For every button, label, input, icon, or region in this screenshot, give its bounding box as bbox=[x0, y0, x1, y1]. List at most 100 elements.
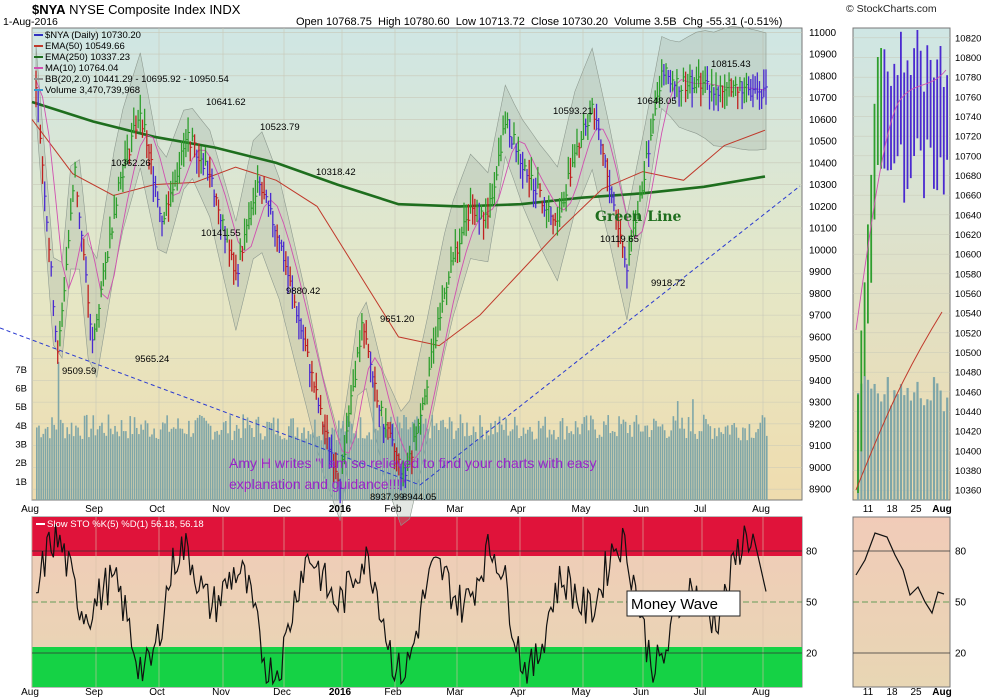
volume-bar bbox=[470, 435, 473, 500]
volume-bar bbox=[742, 427, 744, 500]
inset-volume-bar bbox=[873, 383, 876, 500]
volume-bar bbox=[46, 427, 49, 500]
inset-tick-label: 10780 bbox=[955, 73, 981, 84]
volume-bar bbox=[487, 435, 490, 500]
volume-bar bbox=[55, 429, 58, 500]
volume-bar bbox=[433, 425, 436, 500]
volume-bar bbox=[648, 437, 651, 500]
volume-bar bbox=[653, 418, 655, 500]
close-value: 10730.20 bbox=[562, 16, 609, 28]
axes: 8900 9000 9100 9200 9300 9400 9500 9600 9700 9800… bbox=[15, 28, 981, 698]
volume-bar bbox=[196, 417, 199, 500]
volume-bar bbox=[381, 416, 384, 500]
volume-bar bbox=[72, 436, 75, 500]
volume-bar bbox=[53, 424, 55, 500]
open-value: 10768.75 bbox=[325, 16, 372, 28]
volume-bar bbox=[748, 424, 751, 500]
inset-volume-bar bbox=[886, 377, 889, 500]
volume-bar bbox=[702, 414, 705, 500]
volume-bar bbox=[544, 416, 546, 500]
volume-bar bbox=[392, 422, 394, 500]
volume-bar bbox=[707, 424, 709, 500]
price-label: 9651.20 bbox=[380, 314, 414, 325]
volume-bar bbox=[579, 434, 581, 500]
volume-bar bbox=[424, 418, 427, 500]
volume-bar bbox=[279, 435, 281, 500]
price-tick-label: 10300 bbox=[809, 180, 837, 191]
volume-bars bbox=[36, 361, 768, 500]
volume-bar bbox=[85, 414, 88, 500]
volume-bar bbox=[490, 423, 492, 500]
inset-tick-label: 10440 bbox=[955, 407, 981, 418]
volume-bar bbox=[116, 431, 118, 500]
volume-bar bbox=[40, 437, 42, 500]
inset-tick-label: 10700 bbox=[955, 151, 981, 162]
volume-bar bbox=[570, 431, 573, 500]
volume-bar bbox=[744, 428, 746, 500]
volume-bar bbox=[666, 437, 668, 500]
inset-volume-bar bbox=[880, 401, 883, 500]
volume-bar bbox=[90, 428, 92, 500]
inset-tick-label: 10620 bbox=[955, 230, 981, 241]
volume-bar bbox=[257, 416, 260, 500]
volume-bar bbox=[109, 428, 112, 500]
volume-bar bbox=[361, 438, 364, 500]
volume-bar bbox=[259, 433, 262, 500]
inset-volume-bar bbox=[903, 395, 906, 500]
legend-item: $NYA (Daily) 10730.20 bbox=[34, 30, 229, 41]
volume-bar bbox=[301, 432, 303, 500]
volume-bar bbox=[759, 422, 762, 500]
price-tick-label: 10700 bbox=[809, 93, 837, 104]
trendlines bbox=[0, 185, 801, 486]
price-tick-label: 10800 bbox=[809, 71, 837, 82]
volume-bar bbox=[157, 439, 160, 500]
volume-bar bbox=[220, 429, 223, 500]
volume-bar bbox=[431, 414, 434, 500]
volume-tick-label: 2B bbox=[15, 458, 27, 469]
volume-bar bbox=[581, 423, 583, 500]
volume-bar bbox=[603, 421, 605, 500]
volume-bar bbox=[477, 439, 479, 500]
bollinger-band-area bbox=[35, 26, 767, 526]
volume-bar bbox=[481, 426, 483, 500]
volume-bar bbox=[222, 422, 225, 500]
volume-bar bbox=[761, 415, 764, 500]
price-label: 8937.99 bbox=[370, 492, 404, 503]
volume-bar bbox=[537, 420, 540, 500]
month-tick-label: Dec bbox=[273, 687, 291, 698]
inset-tick-label: 10760 bbox=[955, 92, 981, 103]
volume-bar bbox=[377, 430, 379, 500]
inset-volume-bar bbox=[906, 387, 909, 500]
sto-tick-label: 80 bbox=[806, 547, 818, 558]
volume-bar bbox=[261, 439, 264, 500]
volume-bar bbox=[620, 424, 623, 500]
inset-tick-label: 10800 bbox=[955, 53, 981, 64]
inset-volume-bar bbox=[939, 390, 942, 500]
volume-bar bbox=[411, 421, 414, 500]
chg-label: Chg bbox=[682, 16, 703, 28]
legend-item: EMA(50) 10549.66 bbox=[34, 41, 229, 52]
volume-bar bbox=[251, 428, 253, 500]
month-tick-label: Feb bbox=[384, 504, 402, 515]
legend-text: BB(20,2.0) 10441.29 - 10695.92 - 10950.5… bbox=[45, 74, 229, 85]
volume-bar bbox=[722, 433, 725, 500]
volume-bar bbox=[290, 418, 292, 500]
volume-bar bbox=[209, 425, 212, 500]
volume-bar bbox=[107, 414, 110, 500]
volume-bar bbox=[729, 434, 731, 500]
month-tick-label: Mar bbox=[446, 687, 464, 698]
volume-value: 3.5B bbox=[653, 16, 677, 28]
volume-bar bbox=[144, 420, 147, 500]
month-tick-label: Feb bbox=[384, 687, 402, 698]
volume-bar bbox=[396, 416, 399, 500]
volume-bar bbox=[533, 439, 536, 500]
volume-bar bbox=[587, 430, 590, 500]
volume-bar bbox=[244, 428, 247, 500]
volume-bar bbox=[646, 425, 649, 500]
volume-bar bbox=[216, 430, 218, 500]
volume-bar bbox=[348, 421, 351, 500]
inset-content bbox=[853, 30, 950, 654]
volume-bar bbox=[689, 431, 692, 500]
volume-bar bbox=[750, 437, 753, 500]
volume-bar bbox=[500, 424, 503, 500]
